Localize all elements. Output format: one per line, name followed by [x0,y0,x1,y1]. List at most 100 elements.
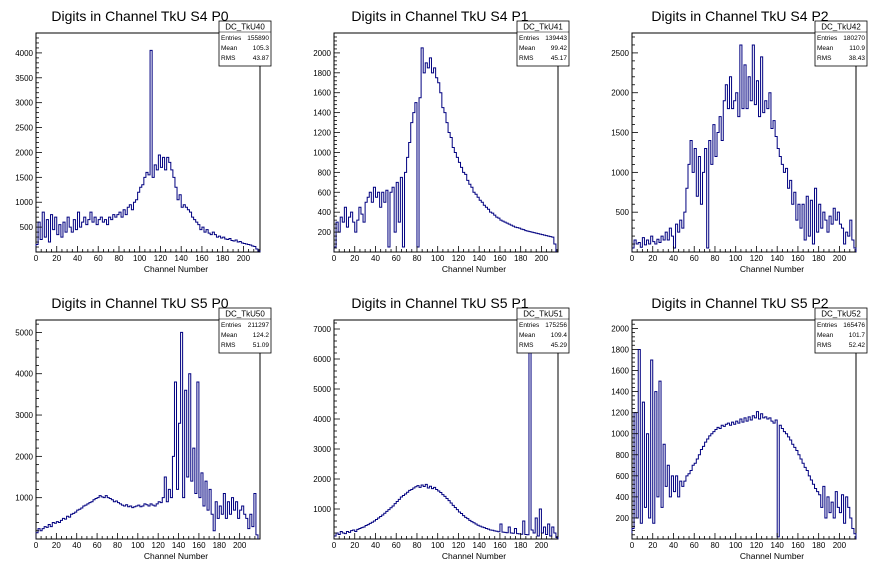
histogram-bin [446,123,448,252]
histogram-bin [742,422,744,539]
histogram-bin [471,522,473,539]
histogram-bin [694,463,696,539]
histogram-bin [415,103,417,252]
histogram-bin [634,240,636,252]
histogram-bin [203,506,205,539]
histogram-bin [154,165,156,252]
histogram-bin [187,210,189,252]
histogram-bin [85,505,87,539]
histogram-bin [713,432,715,539]
histogram-bin [496,217,498,252]
y-tick-label: 200 [616,514,630,523]
histogram-bin [58,522,60,539]
histogram-bin [676,224,678,252]
x-tick-label: 0 [630,541,635,550]
histogram-bin [790,180,792,252]
histogram-bin [215,502,217,539]
histogram-bin [711,434,713,539]
histogram-bin [806,471,808,539]
stats-mean-label: Mean [817,332,834,339]
histogram-bin [440,93,442,252]
histogram-bin [761,414,763,539]
stats-rms-label: RMS [817,55,832,62]
histogram-bin [73,220,75,252]
panel-title: Digits in Channel TkU S5 P1 [351,295,528,311]
stats-rms-label: RMS [519,55,534,62]
histogram-bin [413,113,415,252]
stats-entries-value: 211297 [248,322,270,329]
histogram-bin [771,421,773,539]
histogram-bin [661,507,663,539]
x-tick-label: 40 [669,541,678,550]
histogram-bin [759,419,761,539]
histogram-bin [705,442,707,539]
histogram-bin [475,194,477,252]
histogram-bin [48,525,50,539]
stats-name: DC_TkU42 [821,23,861,32]
y-tick-label: 400 [318,208,332,217]
histogram-bin [99,496,101,539]
x-tick-label: 0 [34,541,39,550]
histogram-bin [821,507,823,539]
panel-title: Digits in Channel TkU S4 P1 [351,8,528,24]
histogram-bin [682,486,684,539]
histogram-bin [223,494,225,539]
panel-title: Digits in Channel TkU S4 P0 [51,8,228,24]
histogram-bin [130,506,132,539]
histogram-bin [160,167,162,252]
stats-rms-value: 45.17 [551,55,568,62]
histogram-bin [477,197,479,252]
histogram-bin [471,187,473,252]
histogram-bin [688,164,690,252]
histogram-bin [734,424,736,539]
stats-mean-label: Mean [221,45,238,52]
histogram-bin [81,508,83,539]
x-tick-label: 160 [493,541,507,550]
histogram-bin [698,455,700,539]
histogram-bin [154,506,156,539]
histogram-panel-5: Digits in Channel TkU S5 P1 0 20 40 60 80 100 1… [313,295,570,561]
histogram-bin [703,446,705,539]
stats-name: DC_TkU40 [225,23,265,32]
histogram-bin [442,495,444,539]
histogram-bin [506,223,508,252]
x-tick-label: 120 [452,254,466,263]
panel-title: Digits in Channel TkU S5 P0 [51,295,228,311]
histogram-bin [229,239,231,252]
histogram-bin [444,496,446,539]
x-tick-label: 140 [172,541,186,550]
histogram-bin [808,476,810,539]
stats-mean-value: 101.7 [849,332,866,339]
histogram-bin [42,212,44,252]
histogram-bin [512,226,514,252]
histogram-bin [166,502,168,539]
histogram-bin [388,247,390,252]
histogram-bin [676,476,678,539]
panel-title: Digits in Channel TkU S4 P2 [651,8,828,24]
histogram-bin [346,227,348,252]
histogram-bin [438,491,440,539]
histogram-bin [463,516,465,539]
histogram-bin [465,517,467,539]
histogram-bin [707,248,709,252]
x-tick-label: 40 [73,254,82,263]
histogram-bin [729,425,731,539]
histogram-bin [86,225,88,252]
stats-entries-label: Entries [519,35,540,42]
x-tick-label: 20 [52,254,61,263]
histogram-bin [711,164,713,252]
x-tick-label: 100 [431,254,445,263]
histogram-bin [146,172,148,252]
histogram-bin [783,432,785,539]
histogram-bin [402,496,404,540]
histogram-bin [821,228,823,252]
x-tick-label: 160 [192,541,206,550]
x-tick-label: 200 [833,254,847,263]
histogram-bin [452,147,454,252]
y-tick-label: 600 [616,472,630,481]
stats-mean-label: Mean [519,332,536,339]
histogram-bin [717,427,719,539]
stats-mean-value: 99.42 [551,45,568,52]
x-tick-label: 180 [213,541,227,550]
histogram-bin [736,93,738,252]
